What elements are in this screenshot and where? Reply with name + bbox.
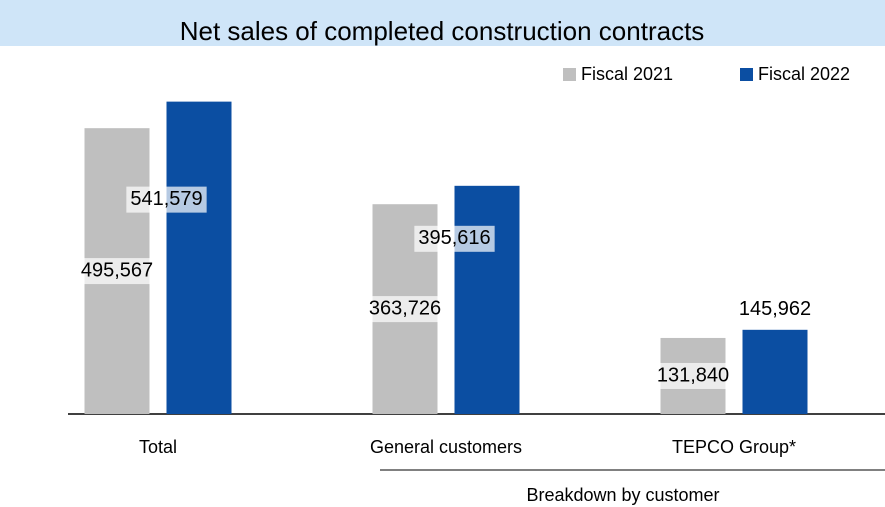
x-tick-label: TEPCO Group* bbox=[672, 437, 796, 457]
title-band bbox=[0, 0, 885, 46]
data-label-bg bbox=[76, 258, 158, 285]
bar bbox=[166, 101, 232, 414]
legend-swatch bbox=[563, 68, 576, 81]
legend-label: Fiscal 2022 bbox=[758, 64, 850, 84]
bar bbox=[454, 185, 520, 414]
chart-title: Net sales of completed construction cont… bbox=[180, 16, 705, 46]
data-label: 541,579 bbox=[130, 188, 202, 210]
data-label: 131,840 bbox=[657, 364, 729, 386]
data-label: 363,726 bbox=[369, 297, 441, 319]
x-tick-label: General customers bbox=[370, 437, 522, 457]
legend-swatch bbox=[740, 68, 753, 81]
data-label: 495,567 bbox=[81, 259, 153, 281]
data-label-bg bbox=[414, 225, 495, 252]
bar bbox=[742, 329, 808, 414]
data-label-bg bbox=[364, 296, 446, 323]
data-label-bg bbox=[126, 186, 207, 213]
annotation: Breakdown by customer bbox=[526, 485, 719, 505]
data-label: 145,962 bbox=[739, 298, 811, 320]
data-label-bg bbox=[652, 362, 734, 389]
legend-label: Fiscal 2021 bbox=[581, 64, 673, 84]
x-tick-label: Total bbox=[139, 437, 177, 457]
data-label: 395,616 bbox=[418, 227, 490, 249]
